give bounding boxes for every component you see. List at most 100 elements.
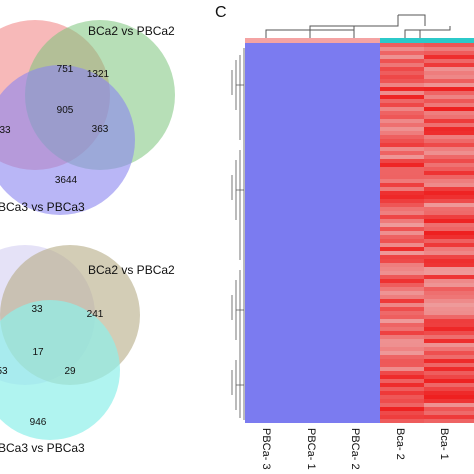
heatmap-cell <box>424 275 474 279</box>
heatmap-cell <box>380 55 424 59</box>
heatmap-cell <box>424 63 474 67</box>
heatmap-cell <box>424 395 474 399</box>
heatmap-cell <box>380 291 424 295</box>
heatmap-cell <box>424 399 474 403</box>
heatmap-cell <box>380 251 424 255</box>
heatmap-cell <box>380 151 424 155</box>
heatmap-cell <box>380 331 424 335</box>
heatmap-cell <box>380 51 424 55</box>
heatmap-cell <box>424 367 474 371</box>
heatmap-cell <box>424 127 474 131</box>
heatmap-cell <box>380 139 424 143</box>
heatmap-cell <box>380 91 424 95</box>
heatmap-cell <box>380 327 424 331</box>
heatmap-cell <box>424 191 474 195</box>
heatmap-cell <box>380 103 424 107</box>
column-label-1: PBCa- 3 <box>260 428 272 470</box>
heatmap-cell <box>424 219 474 223</box>
heatmap-cell <box>380 263 424 267</box>
heatmap-cell <box>424 259 474 263</box>
heatmap-cell <box>424 107 474 111</box>
heatmap-cell <box>380 207 424 211</box>
heatmap-cell <box>424 223 474 227</box>
heatmap-cell <box>380 63 424 67</box>
heatmap-cell <box>424 147 474 151</box>
heatmap-cell <box>424 179 474 183</box>
heatmap-cell <box>380 375 424 379</box>
venn-top-count-right: 363 <box>92 124 109 135</box>
heatmap-cell <box>380 391 424 395</box>
heatmap-cell <box>424 319 474 323</box>
venn-bottom-count-b-only: 241 <box>87 309 104 320</box>
heatmap-cell <box>380 191 424 195</box>
column-label-5: Bca- 1 <box>438 428 450 460</box>
heatmap-cell <box>424 287 474 291</box>
heatmap-cell <box>380 255 424 259</box>
heatmap-cell <box>380 143 424 147</box>
heatmap-cell <box>380 239 424 243</box>
heatmap-cell <box>380 247 424 251</box>
heatmap-cell <box>424 271 474 275</box>
heatmap-cell <box>424 131 474 135</box>
heatmap-cell <box>380 99 424 103</box>
heatmap-cell <box>424 91 474 95</box>
heatmap-cell <box>380 311 424 315</box>
heatmap-cell <box>380 211 424 215</box>
heatmap-cell <box>380 359 424 363</box>
heatmap-cell <box>424 55 474 59</box>
column-label-2: PBCa- 1 <box>305 428 317 470</box>
heatmap-cell <box>380 339 424 343</box>
heatmap-cell <box>424 375 474 379</box>
heatmap-cell <box>380 59 424 63</box>
heatmap-cell <box>424 111 474 115</box>
heatmap-cell <box>380 115 424 119</box>
heatmap-low-block <box>245 43 380 423</box>
heatmap <box>245 43 474 423</box>
heatmap-cell <box>424 411 474 415</box>
heatmap-cell <box>424 75 474 79</box>
heatmap-cell <box>424 195 474 199</box>
group-bar-bca <box>380 38 474 43</box>
heatmap-cell <box>380 403 424 407</box>
heatmap-cell <box>380 155 424 159</box>
heatmap-cell <box>380 303 424 307</box>
heatmap-cell <box>380 219 424 223</box>
heatmap-cell <box>424 291 474 295</box>
heatmap-cell <box>424 339 474 343</box>
heatmap-cell <box>380 351 424 355</box>
heatmap-cell <box>380 171 424 175</box>
heatmap-cell <box>380 71 424 75</box>
heatmap-cell <box>424 135 474 139</box>
heatmap-cell <box>380 371 424 375</box>
heatmap-cell <box>380 179 424 183</box>
heatmap-high-block <box>380 43 474 423</box>
heatmap-cell <box>380 195 424 199</box>
panel-c-letter: C <box>215 4 227 21</box>
heatmap-cell <box>424 327 474 331</box>
venn-bottom-count-ab: 33 <box>31 304 43 315</box>
heatmap-cell <box>380 123 424 127</box>
heatmap-cell <box>424 187 474 191</box>
heatmap-cell <box>424 347 474 351</box>
heatmap-cell <box>424 279 474 283</box>
heatmap-cell <box>424 175 474 179</box>
heatmap-cell <box>424 99 474 103</box>
heatmap-cell <box>424 295 474 299</box>
heatmap-cell <box>424 251 474 255</box>
heatmap-cell <box>380 299 424 303</box>
heatmap-cell <box>380 135 424 139</box>
heatmap-cell <box>424 359 474 363</box>
heatmap-cell <box>380 367 424 371</box>
heatmap-cell <box>380 43 424 47</box>
heatmap-cell <box>424 303 474 307</box>
heatmap-cell <box>380 283 424 287</box>
group-bar-pbca <box>245 38 380 43</box>
heatmap-cell <box>424 387 474 391</box>
heatmap-cell <box>380 347 424 351</box>
venn-bottom-count-left: 53 <box>0 366 8 377</box>
venn-top-label-a: BCa2 vs PBCa2 <box>88 24 175 38</box>
heatmap-cell <box>380 67 424 71</box>
heatmap-cell <box>424 383 474 387</box>
heatmap-cell <box>380 127 424 131</box>
heatmap-cell <box>424 331 474 335</box>
